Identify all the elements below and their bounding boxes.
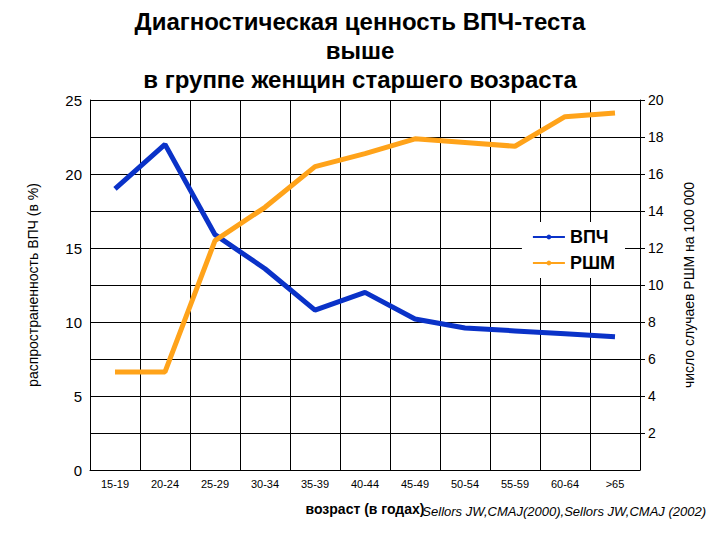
svg-text:0: 0: [74, 462, 82, 479]
svg-text:15: 15: [65, 240, 82, 257]
svg-text:Диагностическая ценность ВПЧ-т: Диагностическая ценность ВПЧ-теста: [135, 8, 587, 35]
svg-text:РШМ: РШМ: [570, 253, 615, 273]
svg-text:16: 16: [648, 166, 664, 182]
svg-text:20: 20: [65, 166, 82, 183]
svg-text:55-59: 55-59: [501, 478, 529, 490]
svg-text:2: 2: [648, 425, 656, 441]
svg-text:35-39: 35-39: [301, 478, 329, 490]
svg-text:14: 14: [648, 203, 664, 219]
svg-text:в группе женщин старшего возра: в группе женщин старшего возраста: [143, 66, 577, 93]
svg-text:20-24: 20-24: [151, 478, 179, 490]
svg-text:25: 25: [65, 92, 82, 109]
svg-text:12: 12: [648, 240, 664, 256]
svg-text:15-19: 15-19: [101, 478, 129, 490]
svg-text:5: 5: [74, 388, 82, 405]
svg-text:распространенность ВПЧ (в %): распространенность ВПЧ (в %): [25, 183, 41, 387]
svg-text:25-29: 25-29: [201, 478, 229, 490]
svg-text:ВПЧ: ВПЧ: [570, 227, 609, 247]
svg-text:45-49: 45-49: [401, 478, 429, 490]
svg-text:число случаев РШМ на 100 000: число случаев РШМ на 100 000: [681, 182, 697, 388]
svg-text:18: 18: [648, 129, 664, 145]
svg-text:8: 8: [648, 314, 656, 330]
svg-text:10: 10: [65, 314, 82, 331]
svg-text:20: 20: [648, 92, 664, 108]
svg-text:>65: >65: [606, 478, 625, 490]
svg-text:Sellors JW,CMAJ(2000),Sellors: Sellors JW,CMAJ(2000),Sellors JW,CMAJ (2…: [422, 504, 706, 519]
svg-text:10: 10: [648, 277, 664, 293]
svg-text:50-54: 50-54: [451, 478, 479, 490]
svg-text:выше: выше: [326, 37, 395, 64]
svg-text:4: 4: [648, 388, 656, 404]
svg-text:6: 6: [648, 351, 656, 367]
svg-text:60-64: 60-64: [551, 478, 579, 490]
svg-text:40-44: 40-44: [351, 478, 379, 490]
svg-text:возраст (в годах): возраст (в годах): [306, 501, 425, 517]
svg-text:30-34: 30-34: [251, 478, 279, 490]
